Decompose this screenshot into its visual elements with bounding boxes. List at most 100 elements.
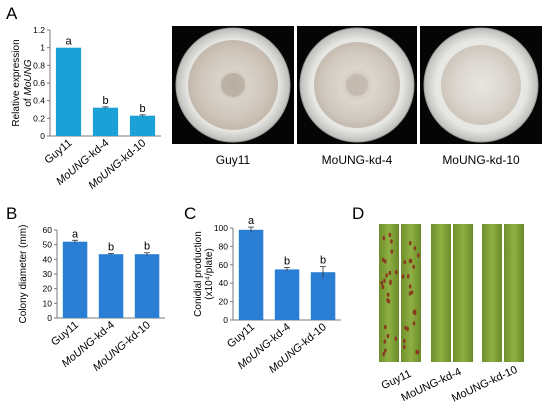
lesion-spot bbox=[413, 246, 417, 251]
category-label: Guy11 bbox=[225, 321, 257, 351]
leaf-group-moung-kd-10 bbox=[482, 224, 524, 362]
lesion-spot bbox=[403, 344, 406, 350]
leaf-group-guy11 bbox=[379, 224, 421, 362]
lesion-spot bbox=[383, 278, 386, 283]
significance-letter: b bbox=[102, 95, 108, 107]
significance-letter: b bbox=[320, 255, 326, 267]
bar-moung-kd-4 bbox=[98, 254, 124, 318]
lesion-spot bbox=[408, 284, 412, 289]
significance-letter: a bbox=[65, 36, 72, 48]
y-tick-label: 0.2 bbox=[33, 113, 45, 123]
y-tick-label: 0.4 bbox=[33, 96, 45, 106]
significance-letter: a bbox=[72, 228, 79, 240]
lesion-spot bbox=[410, 290, 414, 295]
lesion-spot bbox=[394, 336, 398, 341]
lesion-spot bbox=[381, 284, 385, 290]
bar-moung-kd-4 bbox=[92, 107, 119, 136]
lesion-spot bbox=[389, 279, 392, 284]
leaf-photo-panel-d: Guy11 MoUNG-kd-4 MoUNG-kd-10 bbox=[379, 224, 524, 405]
y-tick-label: 0.8 bbox=[33, 60, 45, 70]
y-tick-label: 40 bbox=[219, 278, 229, 288]
lesion-spot bbox=[412, 321, 416, 326]
panel-label-a: A bbox=[6, 4, 18, 23]
y-tick-label: 60 bbox=[219, 260, 229, 270]
photo-caption-moung-kd-4: MoUNG-kd-4 bbox=[322, 153, 393, 167]
y-axis-label-line2: of MoUNG bbox=[23, 59, 34, 106]
lesion-spot bbox=[390, 249, 394, 254]
lesion-spot bbox=[403, 338, 406, 344]
lesion-spot bbox=[417, 253, 420, 258]
y-tick-label: 0 bbox=[40, 131, 45, 141]
petri-dish-guy11 bbox=[172, 26, 294, 144]
bar-moung-kd-10 bbox=[310, 272, 336, 320]
lesion-spot bbox=[406, 274, 410, 279]
lesion-spots bbox=[380, 232, 420, 357]
petri-dish-moung-kd-4 bbox=[297, 26, 417, 144]
lesion-spot bbox=[401, 274, 405, 279]
lesion-spot bbox=[415, 349, 419, 355]
lesion-spot bbox=[388, 270, 392, 276]
lesion-spot bbox=[384, 324, 387, 330]
significance-letter: b bbox=[108, 241, 114, 253]
y-tick-label: 50 bbox=[43, 240, 53, 250]
significance-letter: b bbox=[284, 256, 290, 268]
lesion-spot bbox=[409, 259, 412, 264]
y-tick-label: 0 bbox=[47, 313, 52, 323]
lesion-spot bbox=[386, 333, 390, 339]
y-axis-label-line2: (x10⁴/plate) bbox=[204, 248, 215, 300]
y-tick-label: 60 bbox=[43, 225, 53, 235]
bar-chart-a: 00.20.40.60.811.2aGuy11bMoUNG-kd-4bMoUNG… bbox=[11, 25, 161, 192]
y-tick-label: 40 bbox=[43, 254, 53, 264]
lesion-spot bbox=[404, 325, 407, 330]
lesion-spot bbox=[382, 236, 386, 241]
y-tick-label: 1 bbox=[40, 43, 45, 53]
y-tick-label: 10 bbox=[43, 298, 53, 308]
lesion-spot bbox=[386, 298, 390, 303]
bar-guy11 bbox=[62, 241, 88, 318]
photo-caption-guy11: Guy11 bbox=[216, 153, 251, 167]
panel-label-c: C bbox=[184, 204, 196, 223]
y-tick-label: 1.2 bbox=[33, 25, 45, 35]
y-axis-label: Relative expression bbox=[11, 39, 22, 126]
significance-letter: a bbox=[248, 215, 255, 227]
lesion-spot bbox=[381, 257, 385, 262]
y-tick-label: 30 bbox=[43, 269, 53, 279]
lesion-spot bbox=[403, 260, 407, 265]
petri-dish-moung-kd-10 bbox=[420, 26, 542, 144]
lesion-spot bbox=[380, 280, 384, 286]
lesion-spot bbox=[383, 339, 387, 344]
y-axis-label: Colony diameter (mm) bbox=[18, 225, 29, 324]
bar-moung-kd-10 bbox=[134, 254, 160, 318]
panel-label-b: B bbox=[6, 204, 17, 223]
lesion-spot bbox=[384, 348, 387, 353]
y-axis-label: Conidial production bbox=[193, 231, 204, 317]
y-tick-label: 20 bbox=[219, 297, 229, 307]
lesion-spot bbox=[408, 241, 412, 246]
category-label: Guy11 bbox=[49, 319, 81, 349]
y-tick-label: 80 bbox=[219, 241, 229, 251]
category-label: Guy11 bbox=[43, 137, 75, 167]
lesion-spot bbox=[406, 326, 409, 332]
lesion-spot bbox=[395, 270, 398, 275]
bar-guy11 bbox=[55, 47, 82, 137]
y-tick-label: 20 bbox=[43, 284, 53, 294]
lesion-spot bbox=[390, 239, 393, 244]
lesion-spot bbox=[385, 273, 388, 278]
leaf-label-moung-kd-10: MoUNG-kd-10 bbox=[450, 364, 519, 405]
panel-label-d: D bbox=[352, 204, 364, 223]
lesion-spot bbox=[383, 259, 387, 264]
bar-chart-c: 020406080100aGuy11bMoUNG-kd-4bMoUNG-kd-1… bbox=[193, 215, 341, 376]
bar-moung-kd-10 bbox=[129, 115, 156, 136]
bar-guy11 bbox=[238, 229, 264, 320]
y-tick-label: 100 bbox=[214, 223, 228, 233]
y-tick-label: 0 bbox=[223, 315, 228, 325]
leaf-group-moung-kd-4 bbox=[431, 224, 473, 362]
lesion-spot bbox=[413, 309, 417, 314]
lesion-spot bbox=[388, 232, 392, 238]
lesion-spot bbox=[412, 264, 416, 269]
photo-panel-a: Guy11 MoUNG-kd-4 MoUNG-kd-10 bbox=[172, 26, 542, 167]
photo-caption-moung-kd-10: MoUNG-kd-10 bbox=[442, 153, 520, 167]
y-tick-label: 0.6 bbox=[33, 78, 45, 88]
